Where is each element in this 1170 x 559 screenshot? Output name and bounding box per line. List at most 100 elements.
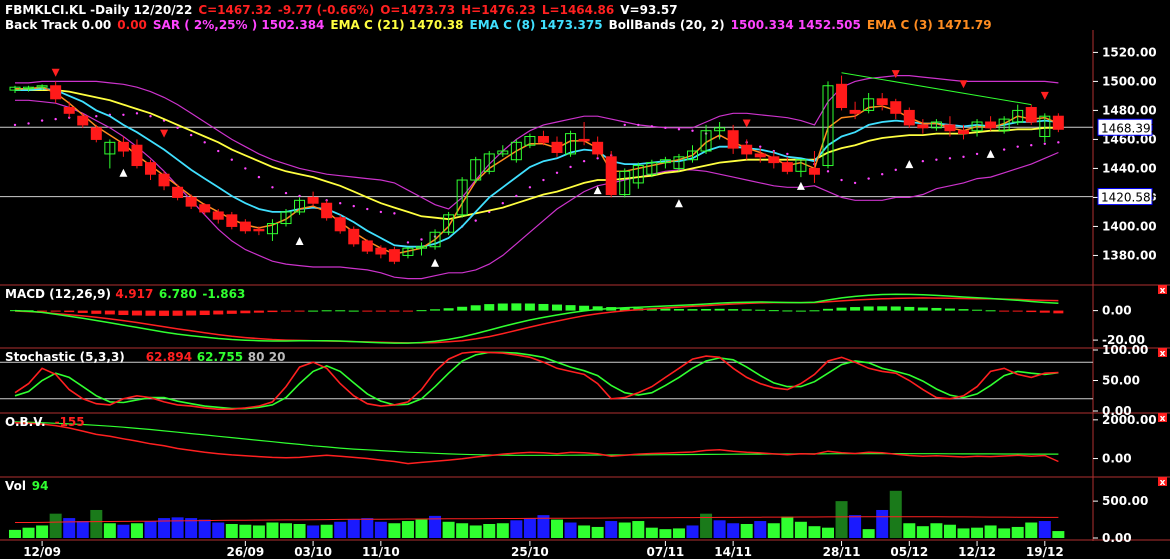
volume-bar [198,519,211,538]
volume-bar [971,527,984,538]
sar-dot [664,126,667,130]
candle-body [63,107,75,114]
xtick-label: 12/09 [23,545,61,559]
sar-dot [149,115,152,118]
ytick-label-volume: 0.00 [1102,531,1132,545]
macd-histogram-bar [944,308,955,311]
candle-body [1012,109,1024,123]
buy-signal-arrow [593,186,602,195]
macd-histogram-bar [877,306,888,311]
volume-bar [239,524,252,538]
volume-bar [659,529,672,538]
close-panel-button-stochastic[interactable] [1158,348,1167,357]
macd-histogram-bar [917,307,928,311]
panel-value-stochastic: 62.894 [146,350,192,364]
ema21-line [15,89,1059,221]
candle-body [578,138,590,142]
volume-bar [266,522,279,538]
sar-dot [122,113,125,116]
sar-dot [515,194,518,198]
volume-bar [943,524,956,538]
macd-histogram-bar [308,310,319,312]
macd-histogram-bar [335,310,346,312]
candle-body [456,179,468,216]
candle-body [131,144,143,167]
macd-histogram-bar [782,310,793,312]
xtick-label: 26/09 [226,545,264,559]
macd-histogram-bar [213,310,224,315]
sar-dot [569,165,572,169]
candle-body [768,156,780,164]
sar-dot [582,159,586,163]
volume-bar [483,523,496,538]
sar-dot [393,212,396,215]
ytick-label-stochastic: 50.00 [1102,374,1140,388]
sar-dot [1030,144,1033,147]
close-panel-button-volume[interactable] [1158,477,1167,486]
candle-body [294,199,306,213]
sar-dot [298,194,301,198]
xtick-label: 14/11 [714,545,752,559]
close-panel-button-macd[interactable] [1158,285,1167,294]
macd-histogram-bar [145,310,156,316]
macd-histogram-bar [850,307,861,311]
volume-bar [76,521,89,538]
sar-dot [1002,148,1006,151]
sar-dot [894,168,897,172]
chart-header-quote: FBMKLCI.KL -Daily 12/20/22 C=1467.32 -9.77… [5,3,684,17]
xtick-label: 03/10 [294,545,332,559]
volume-bar [415,519,428,538]
volume-bar [781,516,794,538]
buy-signal-arrow [295,236,304,245]
candle-body [172,186,184,198]
sar-dot [555,171,559,174]
close-panel-icon: x [1160,478,1166,488]
candle-body [903,109,915,126]
macd-histogram-bar [457,306,468,311]
macd-histogram-bar [348,310,359,312]
volume-bar [347,519,360,538]
close-panel-button-obv[interactable] [1158,413,1167,422]
header-indicator-item-2: SAR ( 2%,25% ) 1502.384 [152,18,325,32]
candle-body [632,165,644,184]
candle-body [334,217,346,232]
macd-histogram-bar [430,309,441,311]
volume-bar [496,523,509,538]
volume-bar [22,527,35,538]
sar-dot [420,238,423,241]
ytick-label-price: 1380.00 [1102,248,1157,262]
trend-line [841,72,1032,106]
macd-histogram-bar [253,310,264,313]
xtick-label: 07/11 [647,545,685,559]
header-quote-item-3: O=1473.73 [380,3,456,17]
volume-bar [117,524,130,538]
xtick-label: 05/12 [890,545,928,559]
macd-histogram-bar [538,303,549,311]
candle-body [551,141,563,153]
volume-bar [889,490,902,538]
candle-body [565,133,577,155]
header-indicator-item-4: EMA C (8) 1473.375 [469,18,603,32]
ytick-label-price: 1520.00 [1102,45,1157,59]
header-indicator-item-1: 0.00 [117,18,147,32]
panel-label-obv: O.B.V. [5,415,46,429]
macd-histogram-bar [159,310,170,316]
candle-body [863,98,875,111]
sar-dot [54,117,57,121]
volume-average-line [15,516,1059,523]
sell-signal-arrow [1040,91,1049,100]
ytick-label-macd: -20.00 [1102,333,1145,347]
ytick-label-obv: 0.00 [1102,452,1132,466]
sar-dot [542,178,545,182]
ema8-line [15,87,1059,248]
sar-dot [1016,145,1019,148]
macd-histogram-bar [1012,310,1023,312]
sar-dot [501,202,504,205]
sar-dot [677,128,681,131]
candle-body [185,196,197,207]
candle-body [388,249,400,262]
candle-body [280,211,292,225]
volume-bar [903,523,916,538]
candle-body [266,223,278,235]
